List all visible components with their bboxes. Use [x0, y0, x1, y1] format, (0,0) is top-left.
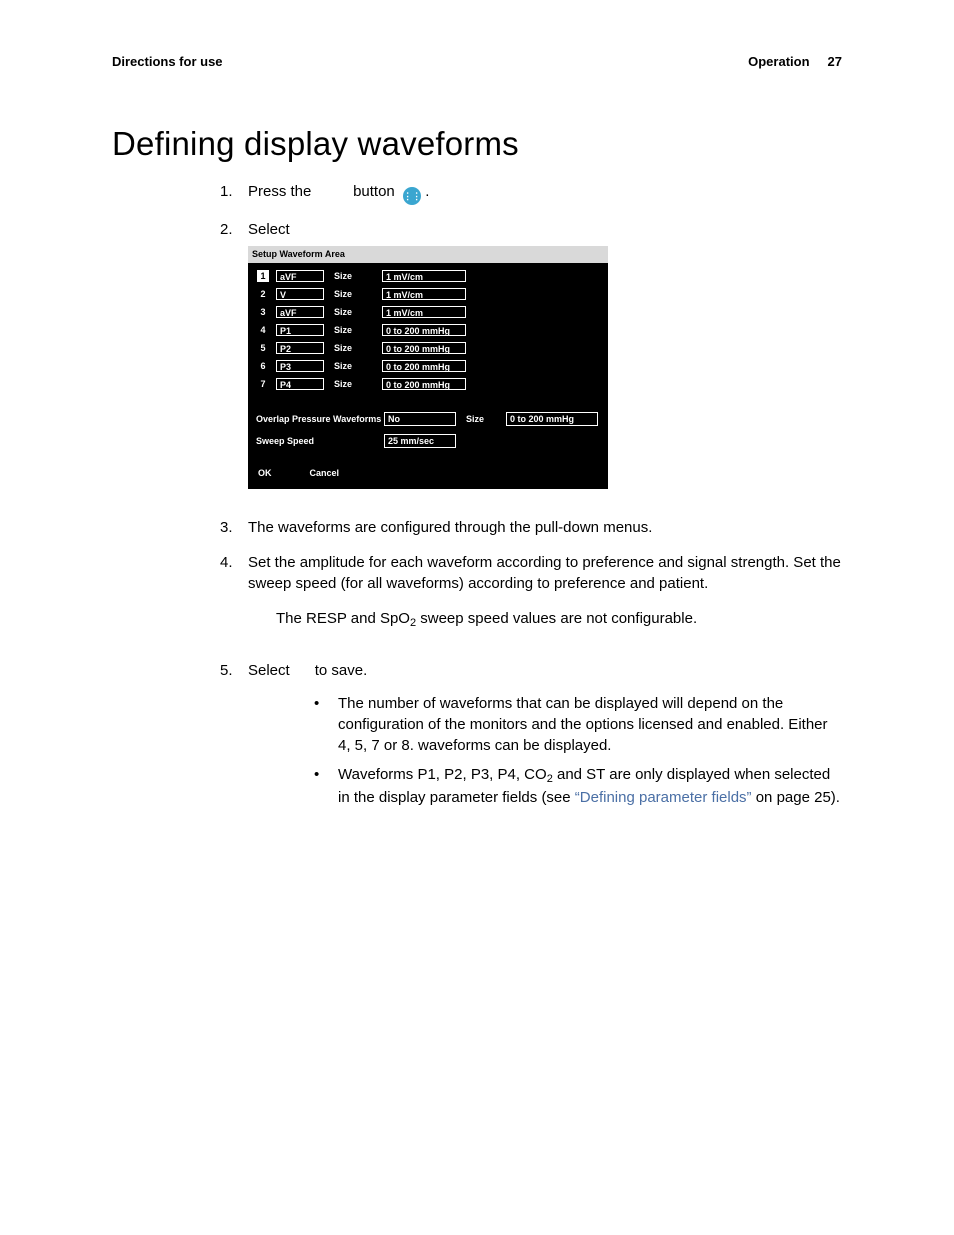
page-header: Directions for use Operation 27	[112, 54, 842, 69]
header-page-number: 27	[828, 54, 842, 69]
waveform-select[interactable]: P1	[276, 324, 324, 336]
step-number: 4.	[220, 552, 248, 645]
dialog-title: Setup Waveform Area	[248, 246, 608, 263]
waveform-select[interactable]: aVF	[276, 270, 324, 282]
step-5: Select to save.	[248, 660, 842, 681]
size-label: Size	[334, 270, 382, 283]
bullet-1: The number of waveforms that can be disp…	[338, 693, 842, 756]
step-number: 1.	[220, 181, 248, 205]
size-label: Size	[334, 324, 382, 337]
size-label: Size	[334, 378, 382, 391]
row-number: 5	[256, 342, 270, 355]
waveform-select[interactable]: aVF	[276, 306, 324, 318]
overlap-label: Overlap Pressure Waveforms	[256, 413, 384, 426]
size-select[interactable]: 1 mV/cm	[382, 306, 466, 318]
size-select[interactable]: 0 to 200 mmHg	[382, 360, 466, 372]
ok-button[interactable]: OK	[258, 467, 272, 480]
row-number: 6	[256, 360, 270, 373]
row-number: 4	[256, 324, 270, 337]
step-1: Press the button ⋮⋮ .	[248, 181, 842, 205]
size-label: Size	[334, 342, 382, 355]
step-1-text-c: .	[425, 183, 429, 200]
bullet-2: Waveforms P1, P2, P3, P4, CO2 and ST are…	[338, 764, 842, 808]
step-1-text-b: button	[353, 183, 395, 200]
sweep-select[interactable]: 25 mm/sec	[384, 434, 456, 448]
bullet-icon: •	[314, 693, 338, 756]
sweep-label: Sweep Speed	[256, 435, 384, 448]
step-2: Select	[248, 219, 842, 240]
waveform-select[interactable]: P3	[276, 360, 324, 372]
waveform-select[interactable]: P2	[276, 342, 324, 354]
size-select[interactable]: 1 mV/cm	[382, 270, 466, 282]
size-select[interactable]: 0 to 200 mmHg	[382, 342, 466, 354]
header-section: Operation	[748, 54, 809, 69]
step-1-text-a: Press the	[248, 183, 311, 200]
menu-button-icon: ⋮⋮	[403, 187, 421, 205]
waveform-select[interactable]: P4	[276, 378, 324, 390]
size-select[interactable]: 0 to 200 mmHg	[382, 378, 466, 390]
page-title: Defining display waveforms	[112, 125, 842, 163]
step-4: Set the amplitude for each waveform acco…	[248, 552, 842, 594]
row-number: 2	[256, 288, 270, 301]
waveform-select[interactable]: V	[276, 288, 324, 300]
overlap-size-select[interactable]: 0 to 200 mmHg	[506, 412, 598, 426]
size-label: Size	[334, 306, 382, 319]
overlap-size-label: Size	[466, 413, 506, 426]
size-select[interactable]: 1 mV/cm	[382, 288, 466, 300]
setup-waveform-dialog: Setup Waveform Area 1 aVF Size 1 mV/cm 2…	[248, 246, 608, 489]
step-3: The waveforms are configured through the…	[248, 517, 842, 538]
overlap-select[interactable]: No	[384, 412, 456, 426]
row-number: 7	[256, 378, 270, 391]
size-label: Size	[334, 360, 382, 373]
cancel-button[interactable]: Cancel	[310, 467, 340, 480]
step-number: 2.	[220, 219, 248, 503]
row-number: 3	[256, 306, 270, 319]
step-4-note: The RESP and SpO2 sweep speed values are…	[276, 608, 842, 631]
row-number: 1	[256, 270, 270, 283]
step-number: 3.	[220, 517, 248, 538]
size-label: Size	[334, 288, 382, 301]
bullet-icon: •	[314, 764, 338, 808]
crossref-link[interactable]: “Defining parameter fields”	[575, 789, 752, 806]
header-left: Directions for use	[112, 54, 223, 69]
size-select[interactable]: 0 to 200 mmHg	[382, 324, 466, 336]
step-number: 5.	[220, 660, 248, 816]
